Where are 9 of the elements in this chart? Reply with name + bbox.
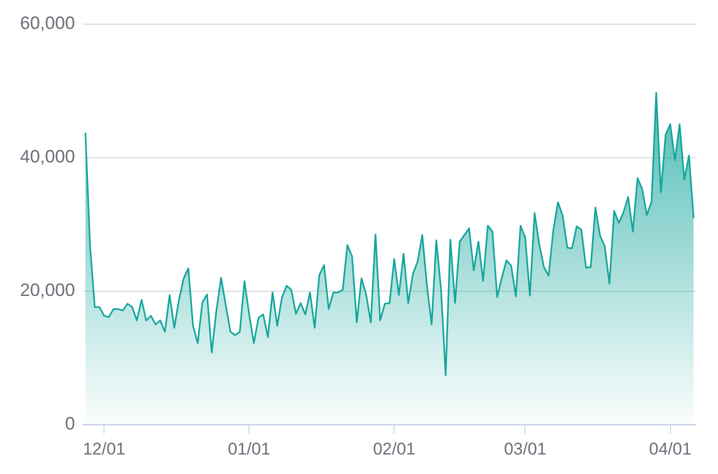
y-tick-label: 20,000 — [20, 280, 76, 300]
x-tick-label: 01/01 — [228, 439, 270, 458]
x-tick-label: 02/01 — [372, 439, 416, 458]
x-tick-label: 03/01 — [504, 439, 546, 458]
x-tick-label: 04/01 — [648, 439, 692, 458]
y-tick-label: 40,000 — [20, 146, 76, 166]
y-tick-label: 0 — [65, 414, 76, 434]
y-tick-label: 60,000 — [20, 12, 76, 33]
x-tick-label: 12/01 — [82, 439, 126, 458]
